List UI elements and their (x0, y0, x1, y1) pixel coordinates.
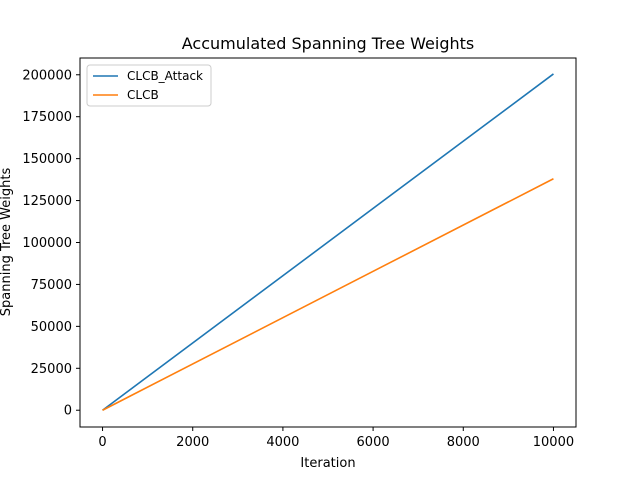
x-tick-label: 4000 (266, 435, 299, 450)
x-axis: 0 2000 4000 6000 8000 10000 (98, 427, 574, 450)
y-tick-label: 150000 (22, 152, 72, 167)
x-axis-title: Iteration (300, 456, 355, 471)
legend-label: CLCB_Attack (127, 69, 203, 83)
y-axis: 0 25000 50000 75000 100000 125000 150000 175000… (22, 68, 80, 419)
y-tick-label: 50000 (31, 320, 72, 335)
y-tick-label: 25000 (31, 362, 72, 377)
x-tick-label: 8000 (447, 435, 480, 450)
chart-title: Accumulated Spanning Tree Weights (182, 34, 474, 53)
y-tick-label: 0 (64, 404, 72, 419)
x-tick-label: 0 (98, 435, 106, 450)
x-tick-label: 10000 (533, 435, 574, 450)
series-line-clcb-attack (102, 73, 554, 411)
legend-label: CLCB (127, 88, 159, 102)
y-tick-label: 100000 (22, 236, 72, 251)
x-tick-label: 2000 (176, 435, 209, 450)
y-tick-label: 75000 (31, 278, 72, 293)
y-axis-title: Spanning Tree Weights (0, 168, 14, 317)
series-layer (102, 73, 554, 411)
x-tick-label: 6000 (357, 435, 390, 450)
legend: CLCB_Attack CLCB (86, 64, 212, 107)
series-line-clcb (102, 178, 554, 411)
y-tick-label: 125000 (22, 194, 72, 209)
y-tick-label: 175000 (22, 110, 72, 125)
y-tick-label: 200000 (22, 68, 72, 83)
